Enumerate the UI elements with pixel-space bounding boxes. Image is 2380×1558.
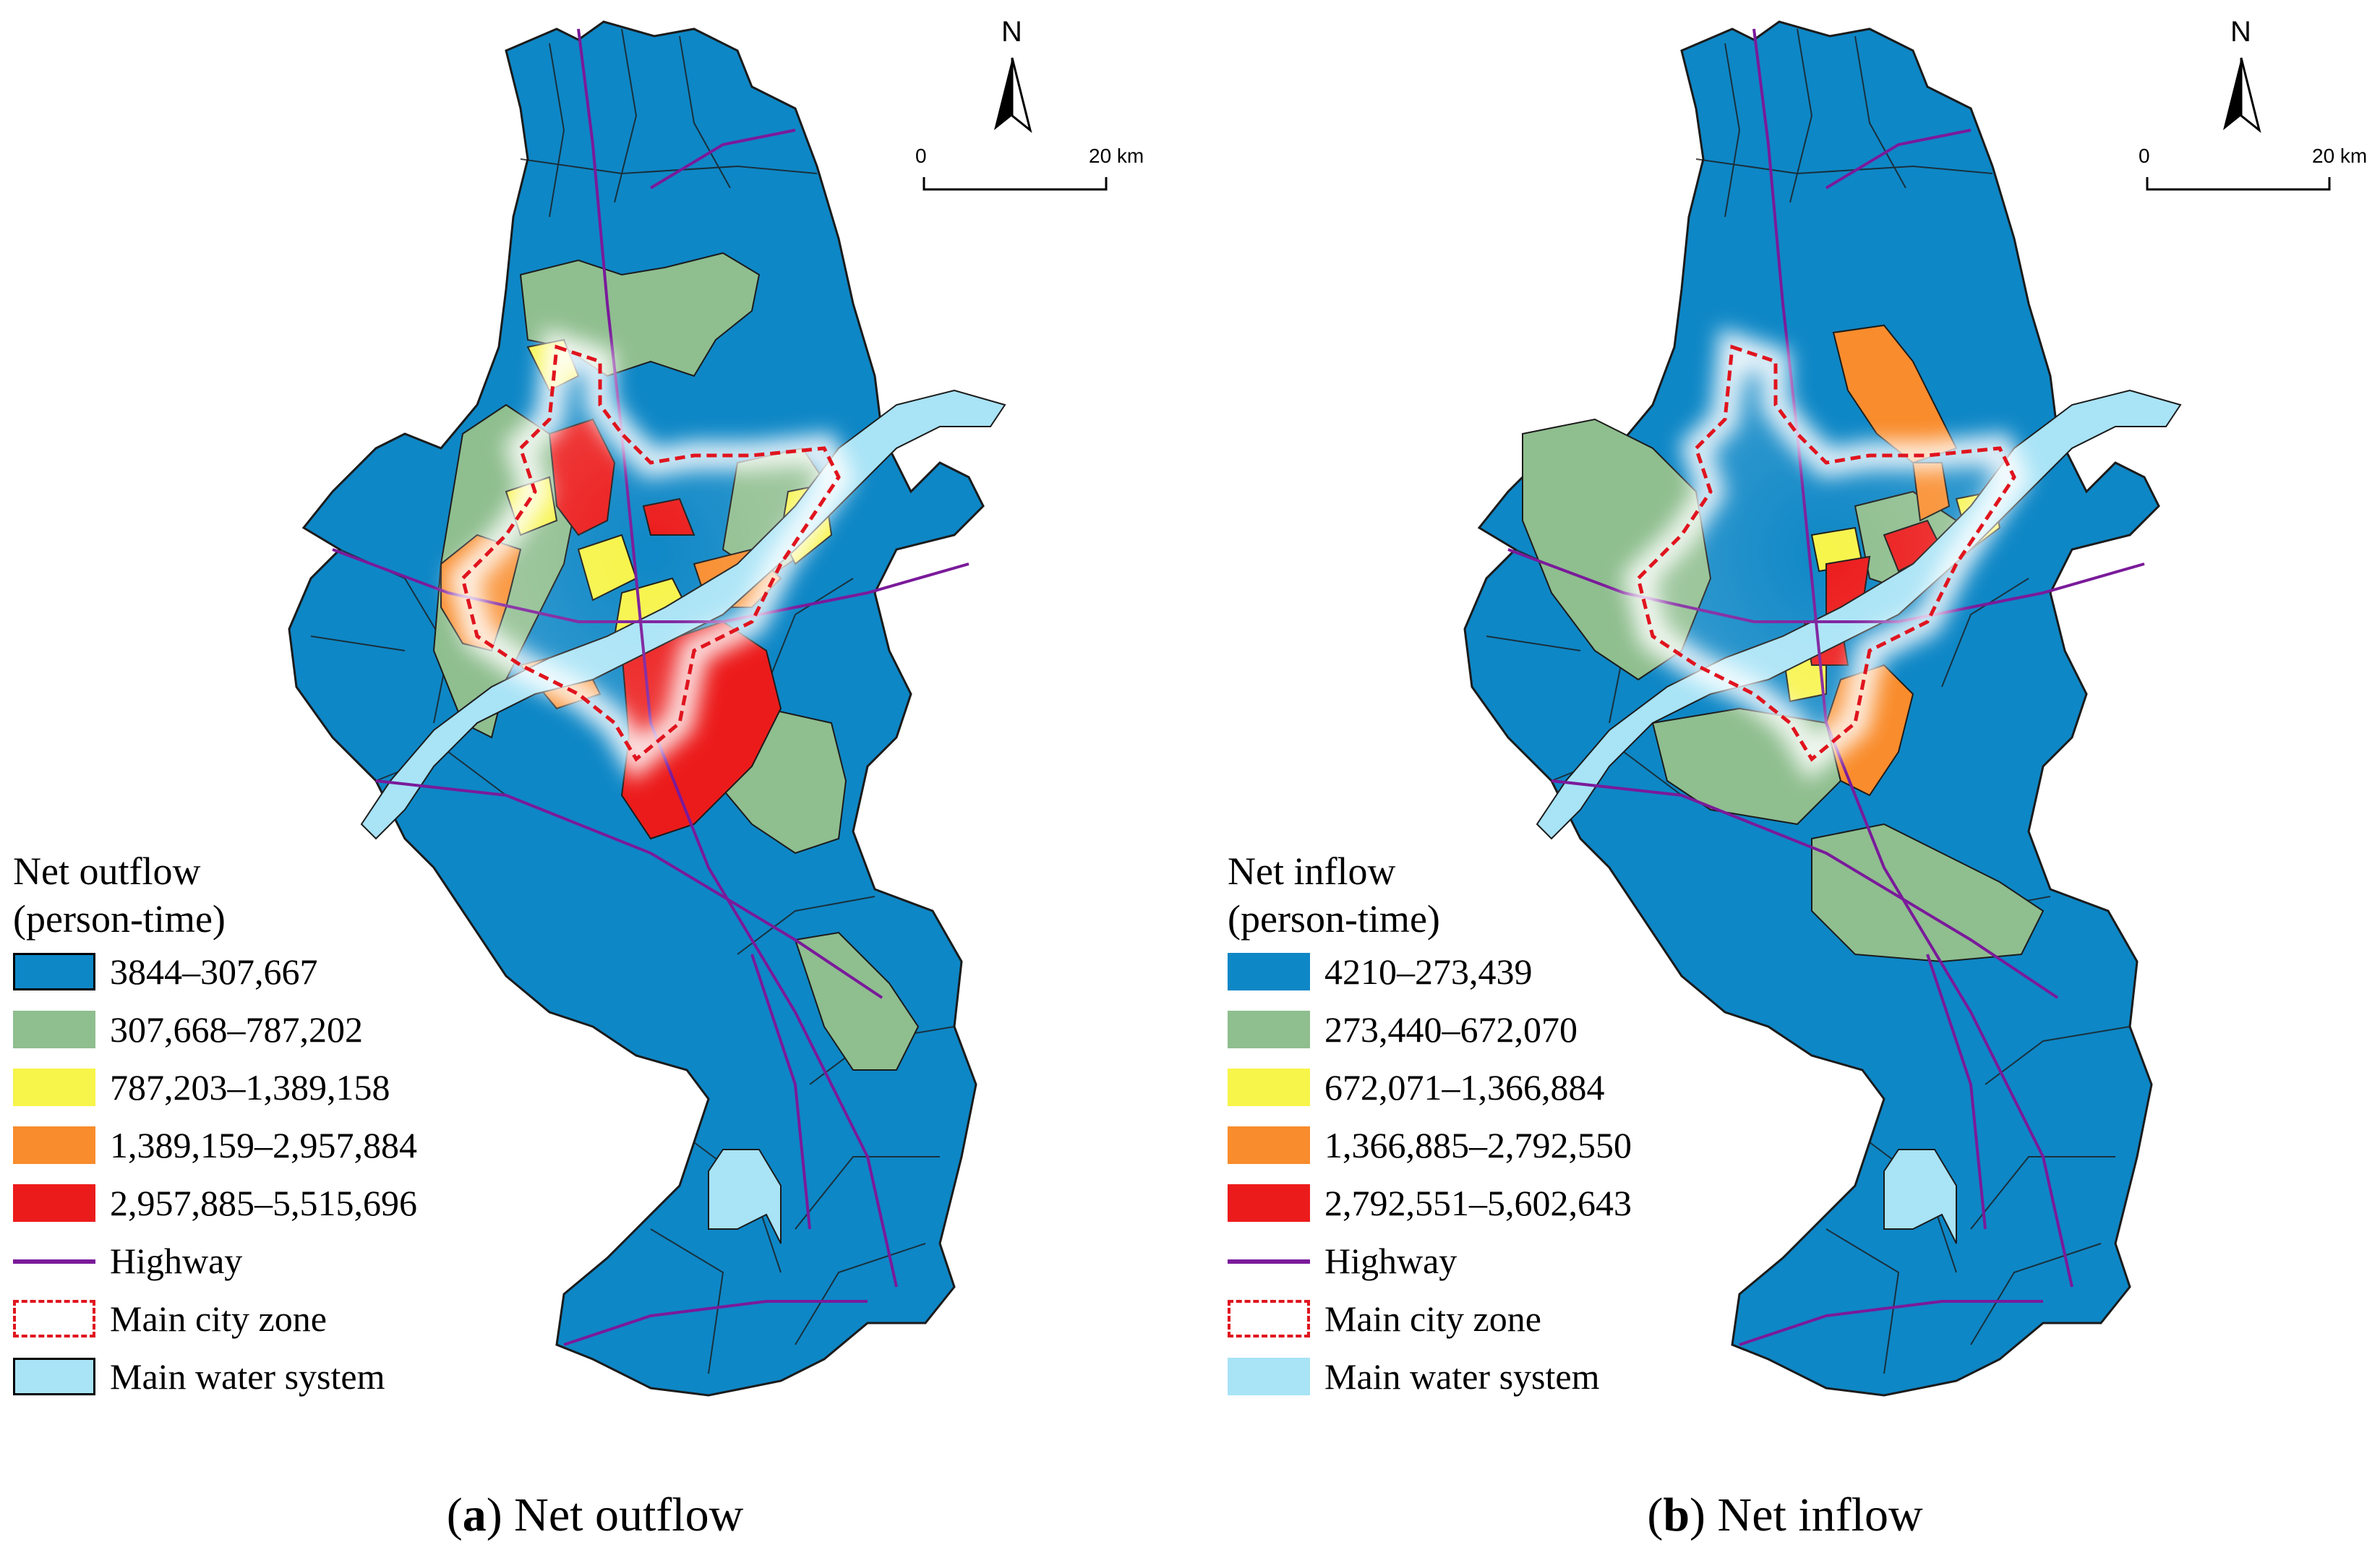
swatch-main-city (13, 1300, 95, 1337)
legend-item-class1: 4210–273,439 (1228, 943, 1632, 1001)
panel-net-inflow: N 0 20 km Net inflow (person-time) 4210–… (1190, 0, 2380, 1558)
legend-item-class2: 273,440–672,070 (1228, 1001, 1632, 1058)
swatch-class1 (13, 953, 95, 990)
class2-zone-far-south (1811, 823, 2045, 963)
scale-bar (2146, 177, 2331, 191)
legend-label-class4: 1,389,159–2,957,884 (110, 1125, 417, 1165)
legend-item-highway: Highway (1228, 1232, 1632, 1290)
north-arrow-left-half (2223, 58, 2241, 130)
swatch-main-city (1228, 1300, 1310, 1337)
inflow-map (1463, 20, 2331, 1397)
swatch-class4 (13, 1126, 95, 1164)
legend-label-class3: 672,071–1,366,884 (1324, 1067, 1605, 1108)
outflow-map (288, 20, 1108, 1397)
swatch-class2 (13, 1011, 95, 1048)
north-arrow-right-half (1011, 57, 1032, 133)
swatch-class4 (1228, 1126, 1310, 1164)
legend-item-class3: 672,071–1,366,884 (1228, 1058, 1632, 1116)
legend-item-main-city: Main city zone (1228, 1290, 1632, 1348)
swatch-class2 (1228, 1011, 1310, 1048)
swatch-water (1228, 1358, 1310, 1395)
caption-text: Net outflow (514, 1489, 744, 1541)
swatch-highway (1228, 1242, 1310, 1280)
legend-title-line2: (person-time) (1228, 897, 1440, 941)
caption: (a) Net outflow (446, 1489, 744, 1541)
caption: (b) Net inflow (1647, 1489, 1923, 1541)
legend-label-class5: 2,792,551–5,602,643 (1324, 1183, 1632, 1223)
legend: Net inflow (person-time) 4210–273,439 27… (1228, 847, 1632, 1405)
swatch-class3 (13, 1069, 95, 1106)
legend-label-class5: 2,957,885–5,515,696 (110, 1183, 417, 1223)
legend-item-class2: 307,668–787,202 (13, 1001, 417, 1058)
north-arrow-right-half (2240, 57, 2261, 133)
scale-start-label: 0 (2139, 145, 2150, 167)
swatch-class3 (1228, 1069, 1310, 1106)
swatch-water (13, 1358, 95, 1395)
class2-zone-far-south (794, 931, 920, 1071)
swatch-class5 (1228, 1184, 1310, 1222)
legend-label-highway: Highway (110, 1241, 243, 1281)
legend-item-class4: 1,366,885–2,792,550 (1228, 1116, 1632, 1174)
legend-label-class4: 1,366,885–2,792,550 (1324, 1125, 1632, 1165)
legend-item-class5: 2,792,551–5,602,643 (1228, 1174, 1632, 1232)
scale-end-label: 20 km (1089, 145, 1144, 167)
legend-item-water: Main water system (13, 1348, 417, 1405)
legend-item-water: Main water system (1228, 1348, 1632, 1405)
legend-item-highway: Highway (13, 1232, 417, 1290)
main-city-zone-outline (1636, 344, 2016, 762)
swatch-highway (13, 1242, 95, 1280)
legend-label-highway: Highway (1324, 1241, 1457, 1281)
legend-label-water: Main water system (1324, 1356, 1600, 1397)
swatch-class5 (13, 1184, 95, 1222)
legend-label-class1: 3844–307,667 (110, 951, 318, 992)
legend-title-line2: (person-time) (13, 897, 226, 941)
legend-label-main-city: Main city zone (1324, 1298, 1541, 1339)
legend-title-line1: Net outflow (13, 849, 201, 893)
water-lake (708, 1149, 782, 1244)
legend-label-class3: 787,203–1,389,158 (110, 1067, 390, 1108)
legend-label-class1: 4210–273,439 (1324, 951, 1533, 992)
legend-label-water: Main water system (110, 1356, 385, 1397)
north-arrow-left-half (994, 58, 1012, 130)
legend-item-main-city: Main city zone (13, 1290, 417, 1348)
main-city-zone-outline (461, 344, 841, 762)
caption-text: Net inflow (1717, 1489, 1923, 1541)
scale-start-label: 0 (915, 145, 927, 167)
scale-bar (923, 177, 1108, 191)
legend-item-class5: 2,957,885–5,515,696 (13, 1174, 417, 1232)
scale-end-label: 20 km (2312, 145, 2368, 167)
legend-item-class4: 1,389,159–2,957,884 (13, 1116, 417, 1174)
legend-label-class2: 307,668–787,202 (110, 1009, 363, 1050)
north-label: N (1001, 16, 1022, 48)
legend-label-main-city: Main city zone (110, 1298, 327, 1339)
north-label: N (2230, 16, 2251, 48)
legend-label-class2: 273,440–672,070 (1324, 1009, 1578, 1050)
caption-letter: a (462, 1489, 487, 1541)
water-lake (1883, 1149, 1957, 1244)
legend-item-class1: 3844–307,667 (13, 943, 417, 1001)
panel-net-outflow: N 0 20 km Net outflow (person-time) 3844… (13, 16, 1144, 1541)
swatch-class1 (1228, 953, 1310, 990)
legend: Net outflow (person-time) 3844–307,667 3… (13, 847, 417, 1405)
caption-letter: b (1663, 1489, 1690, 1541)
legend-title-line1: Net inflow (1228, 849, 1396, 893)
legend-item-class3: 787,203–1,389,158 (13, 1058, 417, 1116)
